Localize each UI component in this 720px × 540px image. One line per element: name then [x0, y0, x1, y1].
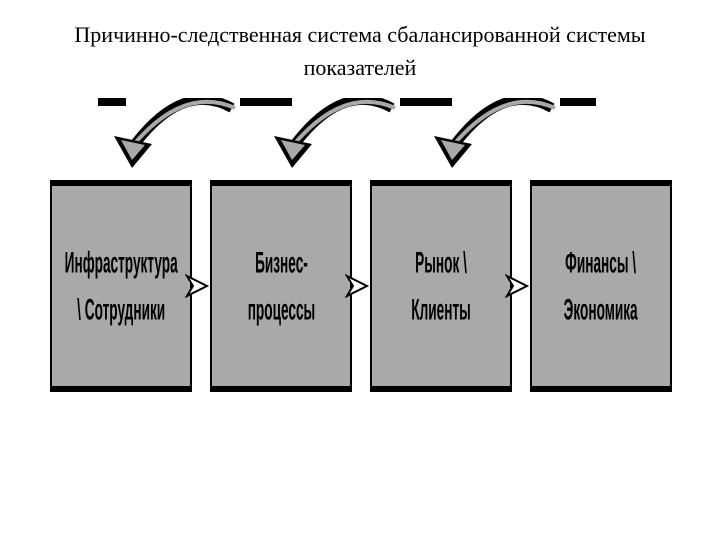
diagram-title: Причинно-следственная система сбалансиро… — [0, 0, 720, 84]
box-business-processes: Бизнес- процессы — [210, 180, 352, 392]
arc-stub-3 — [560, 98, 596, 106]
arc-stub-1a — [264, 98, 292, 106]
box-label-4: Финансы \ Экономика — [564, 238, 638, 333]
bsc-diagram: Инфраструктура \ Сотрудники Бизнес- проц… — [50, 180, 670, 400]
title-line-2: показателей — [304, 55, 417, 80]
flow-arrow-3 — [505, 272, 533, 300]
box-label-1: Инфраструктура \ Сотрудники — [64, 238, 177, 333]
box-finance-economy: Финансы \ Экономика — [530, 180, 672, 392]
arc-arrow-1 — [102, 98, 262, 182]
arc-arrow-2 — [262, 98, 422, 182]
arc-arrow-3 — [422, 98, 582, 182]
flow-arrow-1 — [185, 272, 213, 300]
title-line-1: Причинно-следственная система сбалансиро… — [74, 22, 645, 47]
box-label-2: Бизнес- процессы — [247, 238, 315, 333]
box-infrastructure: Инфраструктура \ Сотрудники — [50, 180, 192, 392]
arc-stub-0a — [98, 98, 126, 106]
arc-stub-2a — [424, 98, 452, 106]
box-label-3: Рынок \ Клиенты — [411, 238, 471, 333]
box-market-clients: Рынок \ Клиенты — [370, 180, 512, 392]
flow-arrow-2 — [345, 272, 373, 300]
